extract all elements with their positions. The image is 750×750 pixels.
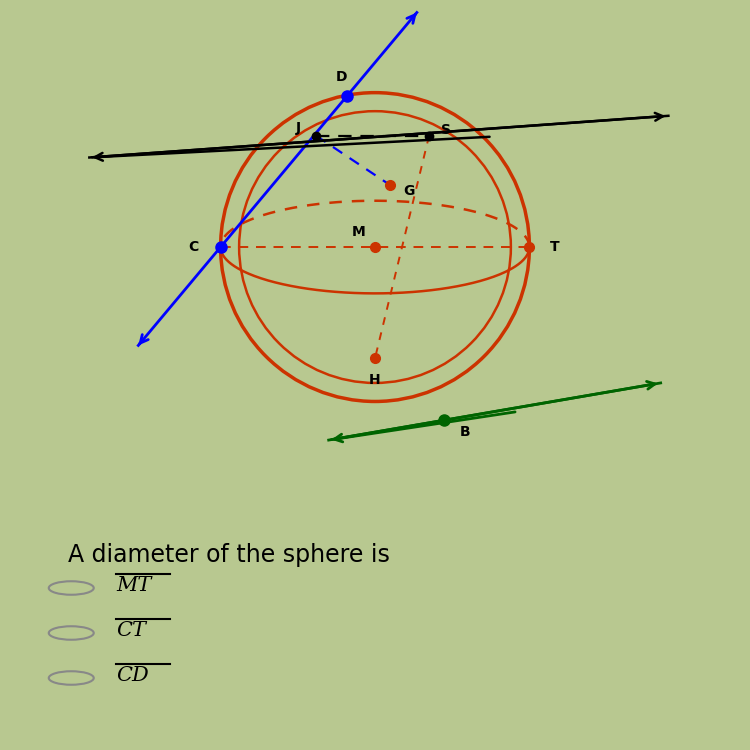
Text: CD: CD — [116, 666, 149, 686]
Text: H: H — [369, 373, 381, 387]
Text: MT: MT — [116, 576, 152, 596]
Text: M: M — [352, 224, 366, 238]
Text: J: J — [296, 122, 301, 135]
Text: S: S — [442, 123, 452, 136]
Text: G: G — [403, 184, 414, 199]
Text: D: D — [335, 70, 346, 84]
Text: C: C — [189, 240, 199, 254]
Text: CT: CT — [116, 621, 146, 640]
Text: T: T — [550, 240, 559, 254]
Text: A diameter of the sphere is: A diameter of the sphere is — [68, 543, 389, 567]
Text: B: B — [460, 425, 470, 439]
